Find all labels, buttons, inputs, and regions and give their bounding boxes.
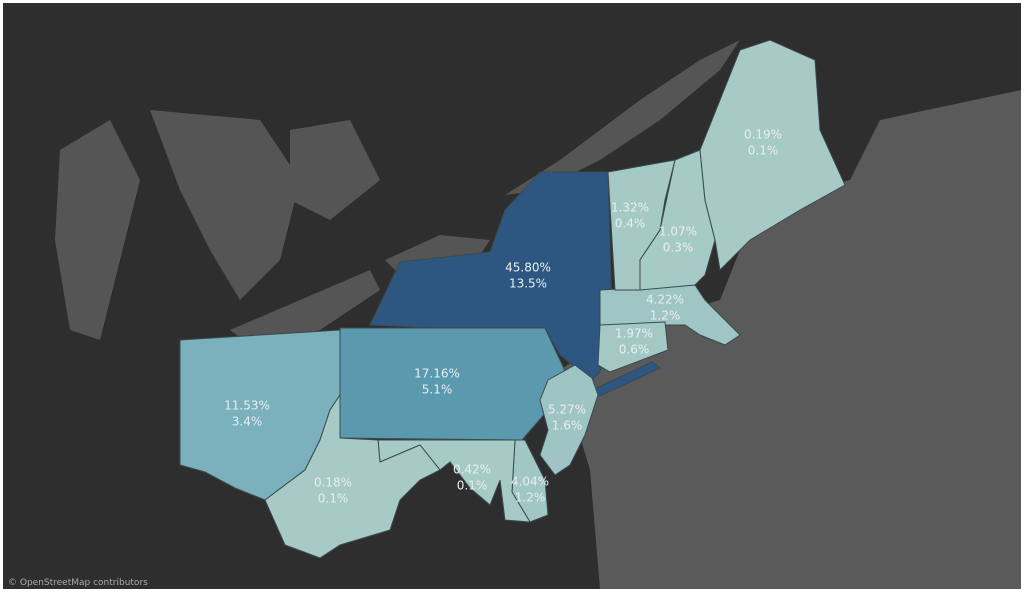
region-share-label: 11.53% [224,399,270,413]
region-share-label: 1.07% [659,225,697,239]
region [699,39,846,272]
region-pct-label: 0.6% [619,343,650,357]
lake [290,120,380,220]
region-share-label: 1.97% [615,327,653,341]
region-share-label: 0.19% [744,128,782,142]
region-pct-label: 0.1% [748,144,779,158]
region-pct-label: 1.6% [552,419,583,433]
region-share-label: 4.22% [646,293,684,307]
region-pct-label: 5.1% [422,383,453,397]
region-pct-label: 0.3% [663,241,694,255]
ocean [560,90,1021,589]
region-share-label: 0.42% [453,463,491,477]
attribution: © OpenStreetMap contributors [8,578,148,588]
region-share-label: 1.32% [611,201,649,215]
region-share-label: 45.80% [505,261,551,275]
regions: 45.80% 13.5% 17.16% 5.1% 11.53% 3.4% 5.27% 1.6%… [179,39,846,559]
region-share-label: 0.18% [314,476,352,490]
river [505,40,740,195]
lake [150,110,300,300]
region [597,321,669,373]
region-share-label: 5.27% [548,403,586,417]
region-share-label: 17.16% [414,367,460,381]
lake [55,120,140,340]
region-pct-label: 0.1% [457,479,488,493]
region-pct-label: 13.5% [509,277,547,291]
region [539,364,599,476]
region-pct-label: 1.2% [650,309,681,323]
region-share-label: 4.04% [511,475,549,489]
region-pct-label: 0.1% [318,492,349,506]
region-pct-label: 1.2% [515,491,546,505]
region-pct-label: 0.4% [615,217,646,231]
lake [230,270,380,345]
region-pct-label: 3.4% [232,415,263,429]
region [264,393,441,559]
